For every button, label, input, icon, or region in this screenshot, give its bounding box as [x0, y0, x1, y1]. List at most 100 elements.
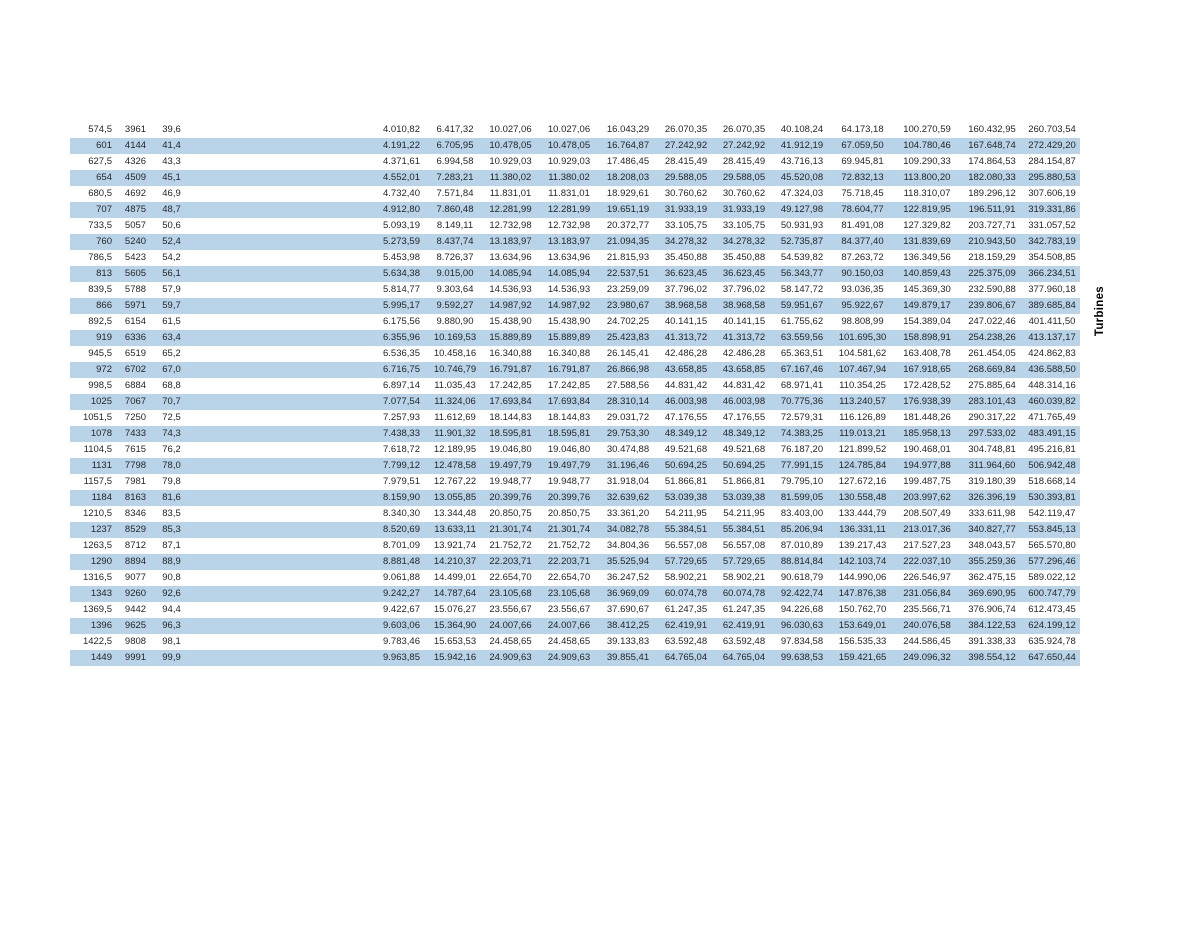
table-cell: 48.349,12: [715, 426, 773, 442]
table-row: 998,5 6884 68,8 6.897,14 11.035,43 17.242,85 1…: [70, 378, 1080, 394]
table-cell: 260.703,54: [1028, 124, 1076, 135]
spacer-cell: [190, 314, 375, 330]
spacer-cell: [190, 394, 375, 410]
table-cell: 11.324,06: [428, 394, 482, 410]
table-cell: 23.980,67: [599, 298, 657, 314]
table-cell: 5.093,19: [383, 220, 420, 231]
table-cell: 13.183,97: [539, 234, 599, 250]
table-cell: 25.423,83: [599, 330, 657, 346]
table-cell: 8712: [124, 540, 147, 551]
table-cell: 4.191,22: [375, 138, 428, 154]
table-cell: 340.827,77: [960, 522, 1024, 538]
table-cell: 163.408,78: [903, 348, 951, 359]
table-cell: 39.855,41: [599, 650, 657, 666]
table-cell: 11.612,69: [434, 412, 476, 423]
table-cell: 46.003,98: [715, 394, 773, 410]
turbine-table-body: 574,5 3961 39,6 4.010,82 6.417,32 10.027,06 10…: [70, 122, 1080, 666]
table-cell: 90,8: [162, 572, 181, 583]
table-cell: 87,1: [162, 540, 181, 551]
table-cell: 203.727,71: [968, 220, 1016, 231]
table-cell: 45,1: [153, 170, 190, 186]
table-row: 919 6336 63,4 6.355,96 10.169,53 15.889,89 15.…: [70, 330, 1080, 346]
table-cell: 58.902,21: [664, 572, 708, 583]
turbines-data-table: 574,5 3961 39,6 4.010,82 6.417,32 10.027,06 10…: [70, 122, 1080, 666]
table-cell: 130.558,48: [831, 490, 894, 506]
table-cell: 20.399,76: [539, 490, 599, 506]
table-cell: 59.951,67: [773, 298, 831, 314]
table-cell: 94.226,68: [780, 604, 824, 615]
table-cell: 57.729,65: [715, 554, 773, 570]
table-cell: 122.819,95: [894, 202, 960, 218]
table-cell: 647.650,44: [1024, 650, 1080, 666]
table-cell: 18.595,81: [539, 426, 599, 442]
table-cell: 272.429,20: [1024, 138, 1080, 154]
table-cell: 17.242,85: [489, 380, 532, 391]
table-cell: 113.800,20: [894, 170, 960, 186]
table-cell: 46,9: [162, 188, 181, 199]
table-cell: 99,9: [153, 650, 190, 666]
table-cell: 34.082,78: [599, 522, 657, 538]
table-cell: 41.313,72: [657, 330, 715, 346]
table-cell: 14.787,64: [428, 586, 482, 602]
table-cell: 127.672,16: [838, 476, 887, 487]
table-cell: 460.039,82: [1024, 394, 1080, 410]
table-cell: 284.154,87: [1028, 156, 1076, 167]
table-cell: 8.881,48: [375, 554, 428, 570]
table-cell: 63.592,48: [722, 636, 766, 647]
table-cell: 113.240,57: [831, 394, 894, 410]
table-cell: 1051,5: [82, 412, 112, 423]
table-cell: 8529: [118, 522, 153, 538]
table-cell: 13.921,74: [433, 540, 477, 551]
table-cell: 23.105,68: [482, 586, 539, 602]
table-cell: 50.931,93: [780, 220, 824, 231]
table-row: 1316,5 9077 90,8 9.061,88 14.499,01 22.654,70…: [70, 570, 1080, 586]
table-cell: 56,1: [153, 266, 190, 282]
table-cell: 5971: [118, 298, 153, 314]
table-cell: 174.864,53: [968, 156, 1016, 167]
table-cell: 26.866,98: [599, 362, 657, 378]
table-cell: 654: [70, 170, 118, 186]
table-cell: 7.283,21: [428, 170, 482, 186]
table-row: 574,5 3961 39,6 4.010,82 6.417,32 10.027,06 10…: [70, 122, 1080, 138]
table-cell: 11.380,02: [482, 170, 539, 186]
table-cell: 7.571,84: [436, 188, 474, 199]
table-cell: 58.902,21: [722, 572, 766, 583]
table-cell: 26.070,35: [722, 124, 766, 135]
table-cell: 7.860,48: [428, 202, 482, 218]
table-cell: 150.762,70: [838, 604, 887, 615]
table-cell: 54.211,95: [665, 508, 707, 519]
table-cell: 41.912,19: [773, 138, 831, 154]
table-cell: 9260: [118, 586, 153, 602]
table-cell: 16.340,88: [489, 348, 532, 359]
table-cell: 194.977,88: [894, 458, 960, 474]
table-cell: 92,6: [153, 586, 190, 602]
table-cell: 131.839,69: [894, 234, 960, 250]
table-cell: 1343: [70, 586, 118, 602]
table-cell: 217.527,23: [903, 540, 951, 551]
table-cell: 65,2: [162, 348, 181, 359]
table-cell: 7250: [124, 412, 147, 423]
table-row: 654 4509 45,1 4.552,01 7.283,21 11.380,02 11.3…: [70, 170, 1080, 186]
table-cell: 239.806,67: [960, 298, 1024, 314]
table-cell: 22.537,51: [599, 266, 657, 282]
table-cell: 56.343,77: [773, 266, 831, 282]
table-cell: 15.364,90: [428, 618, 482, 634]
table-cell: 57,9: [162, 284, 181, 295]
table-cell: 36.623,45: [715, 266, 773, 282]
table-cell: 77.991,15: [773, 458, 831, 474]
table-cell: 30.474,88: [606, 444, 650, 455]
table-cell: 635.924,78: [1028, 636, 1076, 647]
table-cell: 72.832,13: [831, 170, 894, 186]
spacer-cell: [190, 378, 375, 394]
table-cell: 97.834,58: [780, 636, 824, 647]
table-cell: 4.552,01: [375, 170, 428, 186]
table-cell: 18.929,61: [606, 188, 650, 199]
table-cell: 4.371,61: [383, 156, 420, 167]
table-cell: 156.535,33: [838, 636, 887, 647]
table-cell: 14.085,94: [539, 266, 599, 282]
table-cell: 79.795,10: [780, 476, 824, 487]
table-cell: 21.301,74: [539, 522, 599, 538]
table-cell: 33.105,75: [722, 220, 766, 231]
table-row: 1157,5 7981 79,8 7.979,51 12.767,22 19.948,77…: [70, 474, 1080, 490]
